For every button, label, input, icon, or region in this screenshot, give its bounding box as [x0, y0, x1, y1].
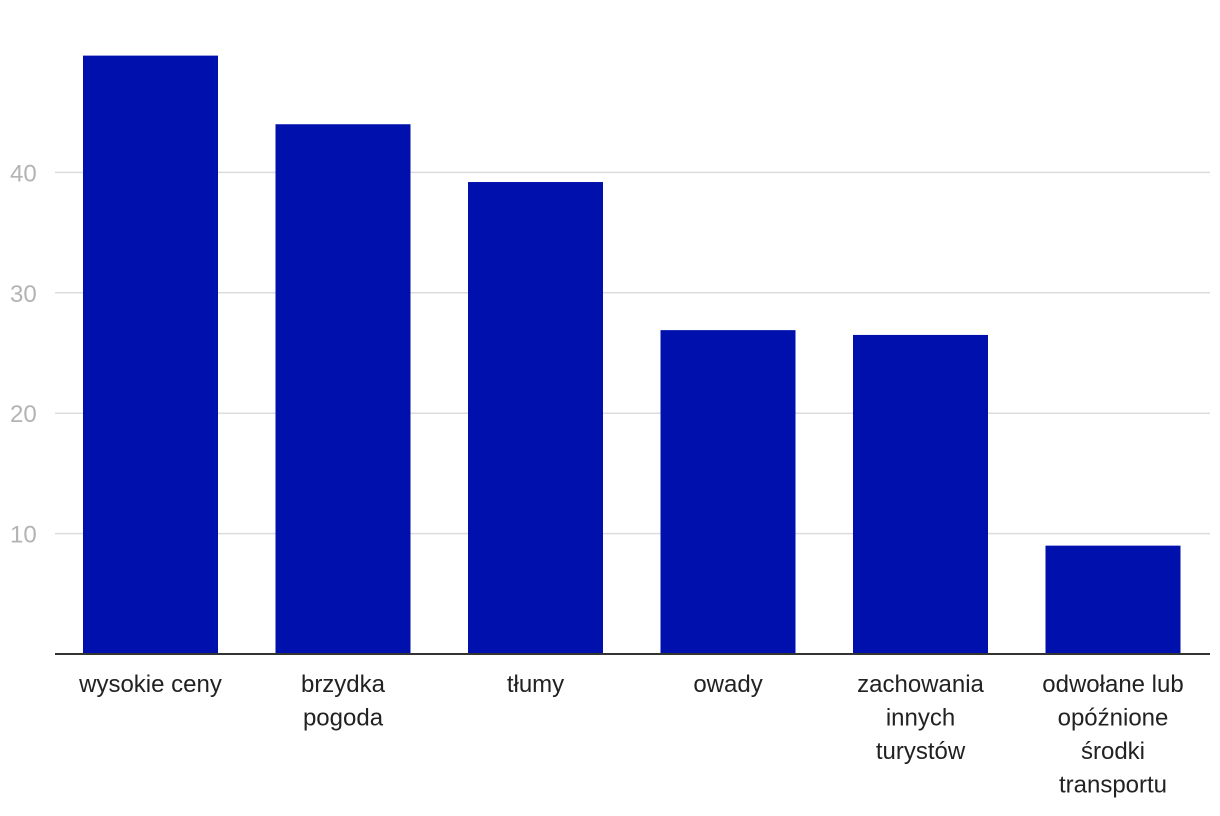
x-tick-label-line: turystów [876, 738, 966, 765]
x-tick-label: tłumy [507, 671, 564, 698]
x-tick-label-line: innych [886, 705, 955, 732]
bar [275, 124, 411, 655]
bars [83, 55, 1181, 655]
bar [1045, 545, 1181, 654]
x-tick-label: zachowania innych turystów [857, 671, 984, 765]
x-tick-label-line: owady [693, 671, 762, 698]
x-tick-label-line: środki [1081, 738, 1145, 765]
y-tick-label: 20 [10, 401, 37, 428]
bar [83, 55, 218, 654]
grid-lines [55, 171, 1210, 535]
x-tick-label-line: tłumy [507, 671, 564, 698]
x-tick-label-line: transportu [1059, 772, 1167, 799]
x-tick-label: owady [693, 671, 762, 698]
x-tick-label: brzydka pogoda [301, 671, 386, 732]
x-tick-label-line: brzydka [301, 671, 386, 698]
x-tick-label-line: pogoda [303, 705, 384, 732]
x-tick-label-line: wysokie ceny [78, 671, 222, 698]
y-tick-label: 40 [10, 160, 37, 187]
bar [468, 182, 603, 655]
x-tick-label-line: odwołane lub [1042, 671, 1183, 698]
x-axis-labels: wysokie ceny brzydka pogoda tłumy owady zacho… [78, 671, 1184, 799]
y-tick-label: 30 [10, 281, 37, 308]
y-axis-ticks: 10 20 30 40 [10, 160, 37, 548]
x-tick-label-line: opóźnione [1058, 705, 1169, 732]
x-tick-label-line: zachowania [857, 671, 984, 698]
x-tick-label: odwołane lub opóźnione środki transportu [1042, 671, 1183, 799]
x-tick-label: wysokie ceny [78, 671, 222, 698]
y-tick-label: 10 [10, 522, 37, 549]
bar [660, 330, 796, 654]
bar [853, 334, 988, 654]
